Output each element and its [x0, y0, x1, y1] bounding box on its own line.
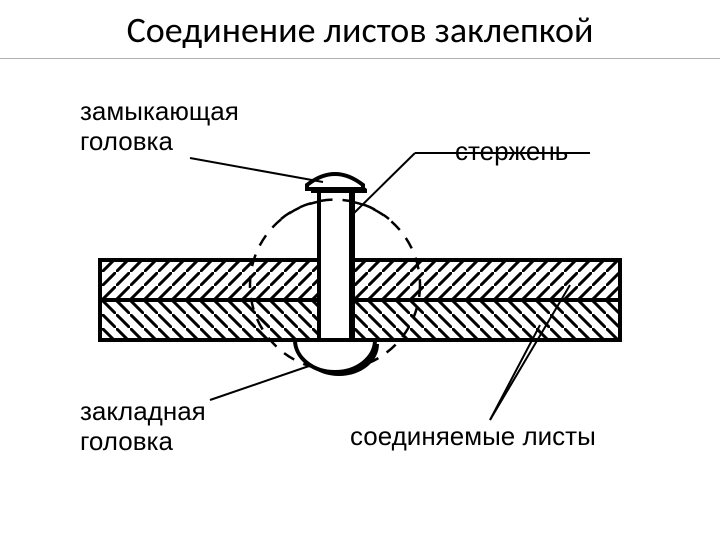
rivet-diagram: замыкающая головка стержень закладная го…: [60, 90, 660, 490]
label-closing-head-1: замыкающая: [80, 96, 239, 126]
top-sheet-left: [100, 260, 319, 300]
label-set-head-2: головка: [80, 426, 173, 456]
label-sheets: соединяемые листы: [350, 421, 596, 451]
bottom-sheet-right: [351, 300, 620, 340]
title-underline: [0, 58, 720, 59]
label-set-head-1: закладная: [80, 396, 206, 426]
bottom-sheet-left: [100, 300, 319, 340]
page-title: Соединение листов заклепкой: [0, 8, 720, 52]
rivet-shank: [319, 185, 351, 340]
label-closing-head-2: головка: [80, 126, 173, 156]
leader-closing-head: [190, 158, 323, 182]
top-sheet-right: [351, 260, 620, 300]
label-shank: стержень: [455, 136, 568, 166]
leader-set-head: [210, 365, 312, 400]
